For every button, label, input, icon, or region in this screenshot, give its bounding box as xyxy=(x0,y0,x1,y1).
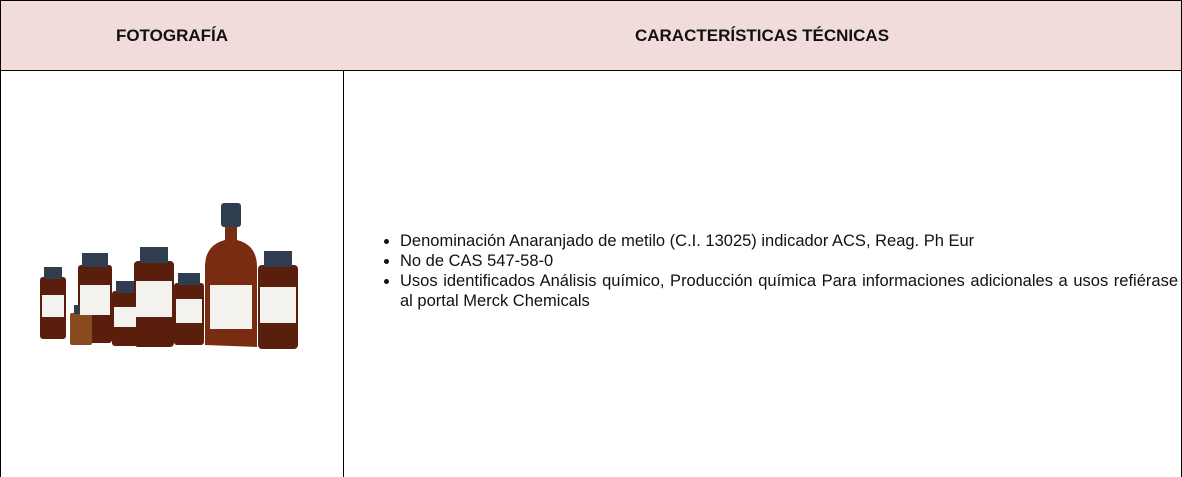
bullet-item: No de CAS 547-58-0 xyxy=(400,251,1178,271)
bullet-list: Denominación Anaranjado de metilo (C.I. … xyxy=(380,231,1178,311)
border xyxy=(0,70,1,477)
bullet-item: Denominación Anaranjado de metilo (C.I. … xyxy=(400,231,1178,251)
header-cell: CARACTERÍSTICAS TÉCNICAS xyxy=(343,0,1182,71)
header-cell: FOTOGRAFÍA xyxy=(0,0,344,71)
product-photo xyxy=(40,203,298,349)
border xyxy=(343,70,344,477)
bullet-item: Usos identificados Análisis químico, Pro… xyxy=(400,271,1178,311)
